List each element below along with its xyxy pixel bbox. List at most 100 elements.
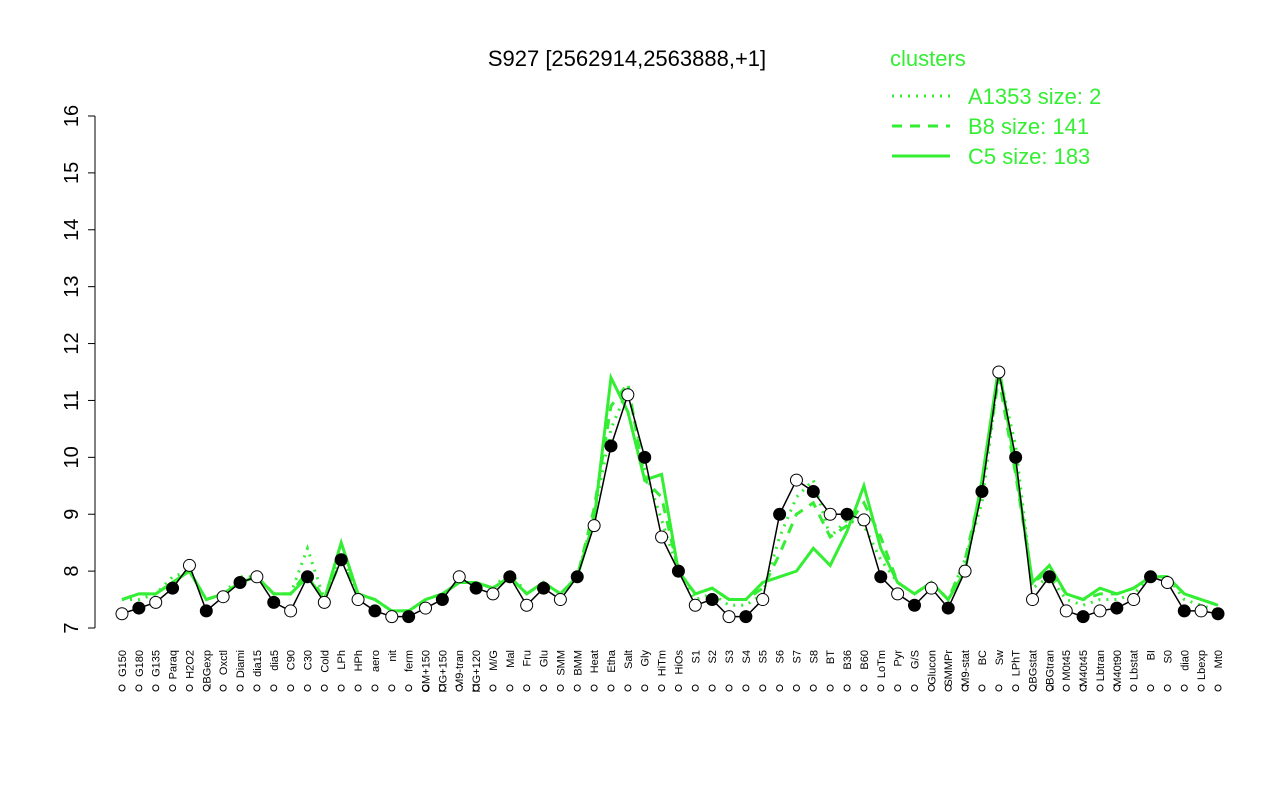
x-tick-label: B36: [842, 650, 854, 670]
x-tick-label: SMM: [555, 650, 567, 676]
data-point: [1009, 450, 1023, 464]
data-point: [874, 570, 888, 584]
data-point: [182, 558, 196, 572]
data-point: [1177, 604, 1191, 618]
x-marker: [169, 684, 177, 692]
x-marker: [540, 684, 548, 692]
x-tick-label: S3: [724, 650, 736, 663]
x-marker: [489, 684, 497, 692]
x-marker: [674, 684, 682, 692]
data-point: [1160, 575, 1174, 589]
x-tick-label: S1: [690, 650, 702, 663]
data-point: [924, 581, 938, 595]
x-tick-label: Lbexp: [1196, 650, 1208, 680]
data-point: [958, 564, 972, 578]
data-point: [486, 587, 500, 601]
x-tick-label: LPh: [336, 650, 348, 670]
x-tick-label: SMMPr: [943, 650, 955, 687]
data-point: [789, 473, 803, 487]
x-marker: [1012, 684, 1020, 692]
x-tick-label: Cold: [319, 650, 331, 673]
data-point: [334, 553, 348, 567]
x-marker: [776, 684, 784, 692]
x-tick-label: BC: [977, 650, 989, 665]
data-point: [722, 610, 736, 624]
data-point: [115, 607, 129, 621]
data-point: [520, 598, 534, 612]
data-point: [621, 388, 635, 402]
x-tick-label: Pyr: [893, 650, 905, 667]
x-marker: [843, 684, 851, 692]
x-tick-label: M9-stat: [960, 650, 972, 687]
x-tick-label: dia15: [252, 650, 264, 677]
y-tick-label: 12: [61, 332, 83, 354]
data-point: [1093, 604, 1107, 618]
x-marker: [438, 684, 446, 692]
x-marker: [388, 684, 396, 692]
data-point: [267, 595, 281, 609]
x-marker: [219, 684, 227, 692]
x-tick-label: M40t90: [1112, 650, 1124, 687]
data-point: [317, 595, 331, 609]
x-tick-label: M9-tran: [454, 650, 466, 688]
x-tick-label: C90: [286, 650, 298, 670]
x-marker: [742, 684, 750, 692]
data-point: [452, 570, 466, 584]
x-tick-label: dia5: [269, 650, 281, 671]
x-tick-label: S0: [1162, 650, 1174, 663]
data-point: [537, 581, 551, 595]
y-tick-label: 13: [61, 276, 83, 298]
x-tick-label: S5: [758, 650, 770, 663]
x-marker: [472, 684, 480, 692]
x-marker: [270, 684, 278, 692]
x-marker: [523, 684, 531, 692]
data-point: [1211, 607, 1225, 621]
chart-title: S927 [2562914,2563888,+1]: [488, 46, 766, 71]
y-tick-label: 7: [61, 622, 83, 633]
x-marker: [1079, 684, 1087, 692]
x-tick-label: dia0: [1179, 650, 1191, 671]
x-marker: [506, 684, 514, 692]
x-marker: [320, 684, 328, 692]
x-tick-label: Oxctl: [218, 650, 230, 675]
data-point: [250, 570, 264, 584]
data-point: [216, 590, 230, 604]
data-point: [840, 507, 854, 521]
data-point: [975, 484, 989, 498]
x-tick-label: LBGexp: [201, 650, 213, 690]
x-marker: [1045, 684, 1053, 692]
data-point: [638, 450, 652, 464]
x-marker: [573, 684, 581, 692]
y-tick-label: 11: [61, 390, 83, 411]
x-tick-label: G180: [134, 650, 146, 677]
x-tick-label: ferm: [404, 650, 416, 672]
data-point: [435, 593, 449, 607]
x-tick-label: BI: [1146, 650, 1158, 660]
data-point: [891, 587, 905, 601]
x-marker: [590, 684, 598, 692]
x-marker: [894, 684, 902, 692]
data-point: [132, 601, 146, 615]
data-point: [1059, 604, 1073, 618]
x-marker: [641, 684, 649, 692]
data-point: [688, 598, 702, 612]
y-tick-label: 10: [61, 446, 83, 468]
x-marker: [1214, 684, 1222, 692]
data-point: [1144, 570, 1158, 584]
x-marker: [118, 684, 126, 692]
x-tick-label: Lbstat: [1129, 650, 1141, 680]
data-point: [199, 604, 213, 618]
data-point: [300, 570, 314, 584]
x-tick-label: Sw: [994, 650, 1006, 665]
data-point: [823, 507, 837, 521]
data-point: [705, 593, 719, 607]
x-marker: [725, 684, 733, 692]
cluster-line: [122, 371, 1219, 613]
x-marker: [809, 684, 817, 692]
x-marker: [287, 684, 295, 692]
x-marker: [1197, 684, 1205, 692]
x-marker: [708, 684, 716, 692]
y-tick-label: 9: [61, 509, 83, 520]
x-tick-label: G135: [151, 650, 163, 677]
